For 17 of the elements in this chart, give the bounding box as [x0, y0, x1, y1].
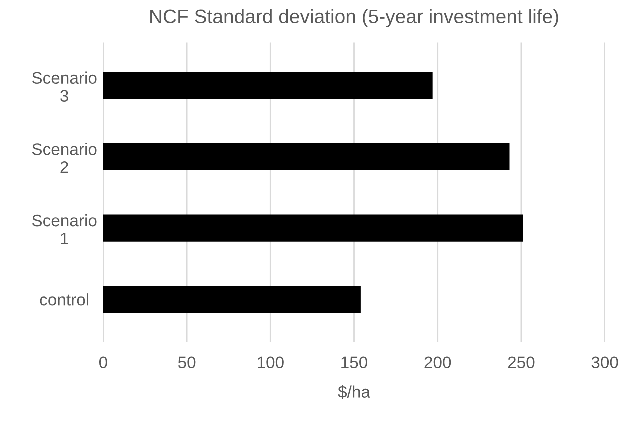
- x-axis-title: $/ha: [338, 385, 370, 399]
- y-tick-label: Scenario 1: [32, 214, 97, 244]
- x-tick-label: 100: [258, 356, 284, 369]
- x-tick-label: 50: [178, 356, 196, 369]
- chart-title: NCF Standard deviation (5-year investment life): [150, 9, 558, 28]
- y-tick-label: Scenario 2: [32, 143, 97, 174]
- x-tick-label: 250: [508, 356, 535, 369]
- bar: [103, 286, 361, 314]
- x-tick-label: 0: [99, 356, 108, 369]
- x-tick-label: 200: [424, 356, 452, 369]
- y-tick-label: Scenario 3: [32, 72, 97, 102]
- y-tick-label: control: [40, 294, 88, 306]
- bar: [103, 143, 510, 170]
- bar: [103, 214, 524, 242]
- x-tick-label: 300: [592, 356, 618, 369]
- bar: [103, 72, 433, 100]
- x-tick-label: 150: [342, 356, 368, 369]
